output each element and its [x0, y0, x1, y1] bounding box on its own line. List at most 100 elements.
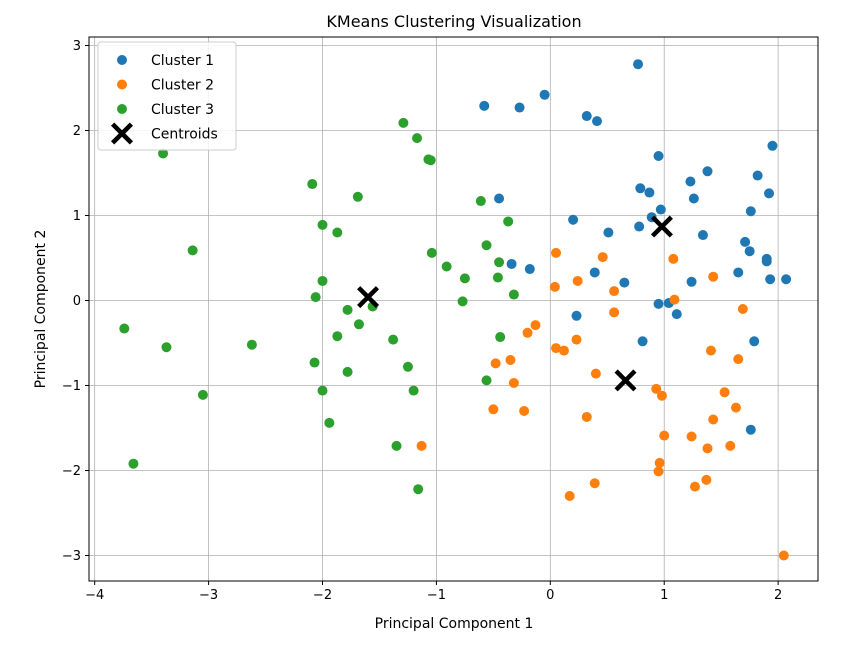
cluster-1-point	[644, 187, 655, 198]
cluster-3-point	[317, 385, 328, 396]
cluster-2-point	[719, 387, 730, 398]
cluster-2-point	[488, 404, 499, 415]
cluster-1-point	[524, 264, 535, 275]
cluster-3-point	[332, 227, 343, 238]
x-tick-label: −4	[85, 588, 104, 603]
cluster-2-point	[558, 345, 569, 356]
cluster-3-point	[402, 361, 413, 372]
cluster-1-point	[688, 193, 699, 204]
cluster-1-point	[740, 236, 751, 247]
cluster-3-point	[307, 179, 318, 190]
cluster-3-point	[413, 484, 424, 495]
x-tick-label: 0	[546, 588, 554, 603]
cluster-2-point	[416, 440, 427, 451]
cluster-1-point	[653, 151, 664, 161]
cluster-3-point	[246, 339, 257, 350]
cluster-3-point	[128, 458, 139, 469]
cluster-2-point	[730, 402, 741, 413]
cluster-3-point	[459, 273, 470, 284]
cluster-1-point	[686, 276, 697, 287]
cluster-3-point	[492, 272, 503, 283]
cluster-1-point	[653, 298, 664, 309]
cluster-3-point	[388, 334, 399, 345]
cluster-2-point	[571, 334, 582, 345]
cluster-2-point	[589, 478, 600, 489]
cluster-2-point	[701, 474, 712, 485]
cluster-3-point	[353, 319, 364, 330]
cluster-2-point	[522, 327, 533, 338]
cluster-2-point	[609, 307, 620, 318]
cluster-1-point	[655, 204, 666, 215]
y-tick-label: −1	[62, 379, 81, 394]
y-tick-label: 3	[73, 39, 81, 54]
cluster-3-point	[481, 240, 492, 251]
cluster-3-point	[457, 296, 468, 307]
cluster-2-point	[590, 368, 601, 379]
cluster-2-point	[778, 550, 789, 561]
y-axis-ticks: −3 −2 −1 0 1 2 3	[62, 39, 89, 564]
centroid-marker	[357, 286, 380, 309]
cluster-1-point	[702, 166, 713, 177]
chart-title: KMeans Clustering Visualization	[326, 12, 581, 31]
cluster-3-point	[494, 257, 505, 268]
data-points	[119, 59, 792, 561]
centroid-marker	[650, 215, 673, 238]
cluster-3-point	[161, 342, 172, 353]
cluster-3-point	[187, 245, 198, 256]
cluster-3-point	[481, 375, 492, 386]
grid-lines	[89, 37, 818, 581]
cluster-2-point	[609, 286, 620, 297]
cluster-2-point	[564, 491, 575, 501]
plot-area-frame	[88, 36, 819, 582]
y-tick-label: 0	[73, 294, 81, 309]
legend-label-cluster-1: Cluster 1	[151, 53, 214, 69]
cluster-2-point	[733, 354, 744, 365]
cluster-2-point	[737, 304, 748, 314]
cluster-3-point	[503, 216, 514, 227]
cluster-2-point	[551, 343, 562, 354]
cluster-3-point	[398, 117, 409, 128]
cluster-1-point	[494, 193, 505, 204]
cluster-1-point	[781, 274, 792, 285]
cluster-3-point	[317, 275, 328, 286]
cluster-1-point	[752, 170, 763, 181]
cluster-1-point	[765, 274, 776, 285]
cluster-2-point	[668, 253, 679, 264]
cluster-1-point	[592, 116, 603, 127]
cluster-3-point	[391, 440, 402, 451]
cluster-2-point	[702, 443, 713, 454]
cluster-1-point	[697, 230, 708, 241]
cluster-3-point	[342, 304, 353, 315]
cluster-1-point	[745, 424, 756, 435]
cluster-2-point	[654, 457, 665, 468]
cluster-1-point	[581, 111, 592, 122]
cluster-1-point	[767, 140, 778, 151]
cluster-1-point	[633, 59, 644, 70]
x-axis-ticks: −4 −3 −2 −1 0 1 2	[85, 581, 782, 603]
legend-marker-cluster-1	[117, 55, 127, 65]
y-tick-label: 2	[73, 124, 81, 139]
cluster-2-point	[581, 411, 592, 422]
cluster-2-point	[508, 377, 519, 388]
legend: Cluster 1 Cluster 2 Cluster 3 Centroids	[97, 41, 237, 151]
cluster-1-point	[745, 206, 756, 217]
y-tick-label: 1	[73, 209, 81, 224]
cluster-1-point	[685, 176, 696, 187]
cluster-2-point	[669, 294, 680, 305]
cluster-2-point	[725, 440, 736, 451]
cluster-3-point	[425, 155, 436, 166]
cluster-1-point	[733, 267, 744, 278]
x-tick-label: −2	[313, 588, 332, 603]
cluster-3-point	[310, 292, 321, 303]
cluster-1-point	[539, 89, 550, 100]
cluster-3-point	[426, 247, 437, 258]
cluster-1-point	[514, 102, 525, 113]
x-tick-label: 2	[774, 588, 782, 603]
x-tick-label: −3	[199, 588, 218, 603]
cluster-2-point	[549, 281, 560, 292]
cluster-3-point	[332, 331, 343, 342]
cluster-2-point	[686, 431, 697, 442]
cluster-3-point	[309, 357, 320, 368]
x-tick-label: −1	[427, 588, 446, 603]
cluster-2-point	[505, 355, 516, 365]
